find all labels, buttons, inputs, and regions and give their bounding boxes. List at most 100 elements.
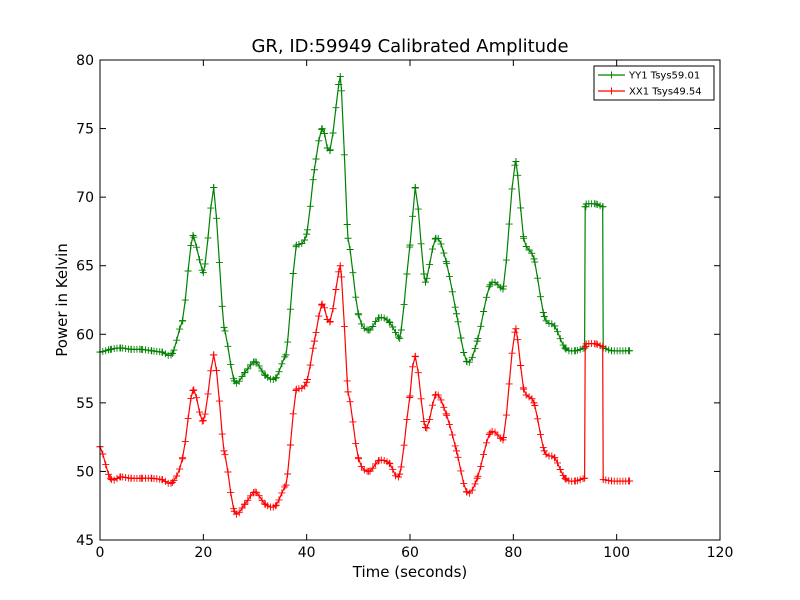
data-point xyxy=(406,392,414,400)
ticks-layer: 0 20 40 60 80 100 120 45 50 55 60 65 70 75 80 xyxy=(76,53,733,561)
data-point xyxy=(117,344,125,352)
data-point xyxy=(486,281,494,289)
data-point xyxy=(422,278,429,286)
data-point xyxy=(473,337,481,345)
x-tick-label: 20 xyxy=(194,545,212,561)
data-point xyxy=(592,200,600,208)
data-point xyxy=(530,399,538,407)
x-axis-title: Time (seconds) xyxy=(352,563,468,581)
data-point xyxy=(365,326,373,334)
data-point xyxy=(520,234,528,242)
data-point xyxy=(344,234,352,242)
data-point xyxy=(179,454,187,462)
data-point xyxy=(442,410,450,418)
data-point xyxy=(571,347,579,355)
data-point xyxy=(230,377,238,385)
data-point xyxy=(251,488,259,496)
x-tick-label: 60 xyxy=(401,545,419,561)
data-point xyxy=(261,371,269,379)
data-point xyxy=(592,340,600,348)
data-point xyxy=(251,358,259,366)
data-point xyxy=(199,417,207,425)
data-point xyxy=(261,500,269,508)
data-point xyxy=(326,147,334,155)
data-point xyxy=(127,474,135,482)
data-point xyxy=(230,507,238,515)
data-point xyxy=(599,203,607,211)
data-point xyxy=(354,310,362,318)
data-point xyxy=(561,474,569,482)
data-point xyxy=(354,454,362,462)
data-point xyxy=(626,347,634,355)
y-tick-label: 80 xyxy=(76,53,94,69)
data-point xyxy=(422,424,429,432)
data-point xyxy=(303,378,311,386)
data-point xyxy=(432,391,440,399)
data-point xyxy=(117,473,125,481)
legend-label-yy1: YY1 Tsys59.01 xyxy=(628,71,700,82)
plot-area: 0 20 40 60 80 100 120 45 50 55 60 65 70 75 80 xyxy=(76,53,733,561)
legend-item-yy1: YY1 Tsys59.01 xyxy=(598,71,700,82)
data-point xyxy=(292,385,300,393)
data-point xyxy=(432,234,440,242)
data-point xyxy=(626,477,634,485)
data-point xyxy=(272,502,280,510)
data-point xyxy=(551,322,559,330)
data-point xyxy=(453,310,460,318)
data-point xyxy=(582,200,590,208)
data-point xyxy=(220,447,228,455)
data-point xyxy=(282,351,290,359)
data-point xyxy=(411,184,419,192)
data-point xyxy=(442,258,450,266)
data-point xyxy=(318,125,326,133)
data-point xyxy=(406,241,414,249)
data-point xyxy=(396,470,404,478)
data-point xyxy=(241,500,249,508)
legend-marker xyxy=(608,87,615,95)
data-point xyxy=(148,347,156,355)
data-point xyxy=(530,255,538,263)
y-tick-label: 70 xyxy=(76,190,94,206)
data-point xyxy=(148,474,156,482)
legend-label-xx1: XX1 Tsys49.54 xyxy=(629,87,702,98)
data-point xyxy=(210,351,218,359)
data-point xyxy=(375,314,383,322)
chart-title: GR, ID:59949 Calibrated Amplitude xyxy=(251,36,568,57)
series-layer xyxy=(96,72,634,518)
x-tick-label: 80 xyxy=(504,545,522,561)
data-point xyxy=(189,387,197,395)
y-tick-label: 45 xyxy=(76,533,94,549)
data-point xyxy=(599,476,607,484)
data-point xyxy=(106,345,114,353)
data-point xyxy=(137,474,145,482)
x-tick-label: 120 xyxy=(707,545,734,561)
x-tick-label: 40 xyxy=(298,545,316,561)
data-point xyxy=(463,358,471,366)
data-point xyxy=(520,385,528,393)
data-point xyxy=(158,348,166,356)
data-point xyxy=(411,352,419,360)
data-point xyxy=(540,312,548,320)
data-point xyxy=(310,337,318,345)
x-tick-label: 0 xyxy=(96,545,105,561)
data-point xyxy=(318,300,326,308)
data-point xyxy=(336,72,344,80)
data-point xyxy=(463,488,471,496)
data-point xyxy=(385,459,393,467)
y-tick-label: 55 xyxy=(76,396,94,412)
data-point xyxy=(540,447,548,455)
data-point xyxy=(282,481,290,489)
y-tick-label: 65 xyxy=(76,259,94,275)
x-tick-label: 100 xyxy=(603,545,630,561)
data-point xyxy=(137,345,145,353)
y-tick-label: 60 xyxy=(76,327,94,343)
y-axis-title: Power in Kelvin xyxy=(53,243,71,357)
data-point xyxy=(310,166,318,174)
data-point xyxy=(571,477,579,485)
data-point xyxy=(241,369,249,377)
legend-marker xyxy=(608,71,615,79)
y-tick-label: 75 xyxy=(76,122,94,138)
data-point xyxy=(608,347,615,355)
data-point xyxy=(582,340,590,348)
